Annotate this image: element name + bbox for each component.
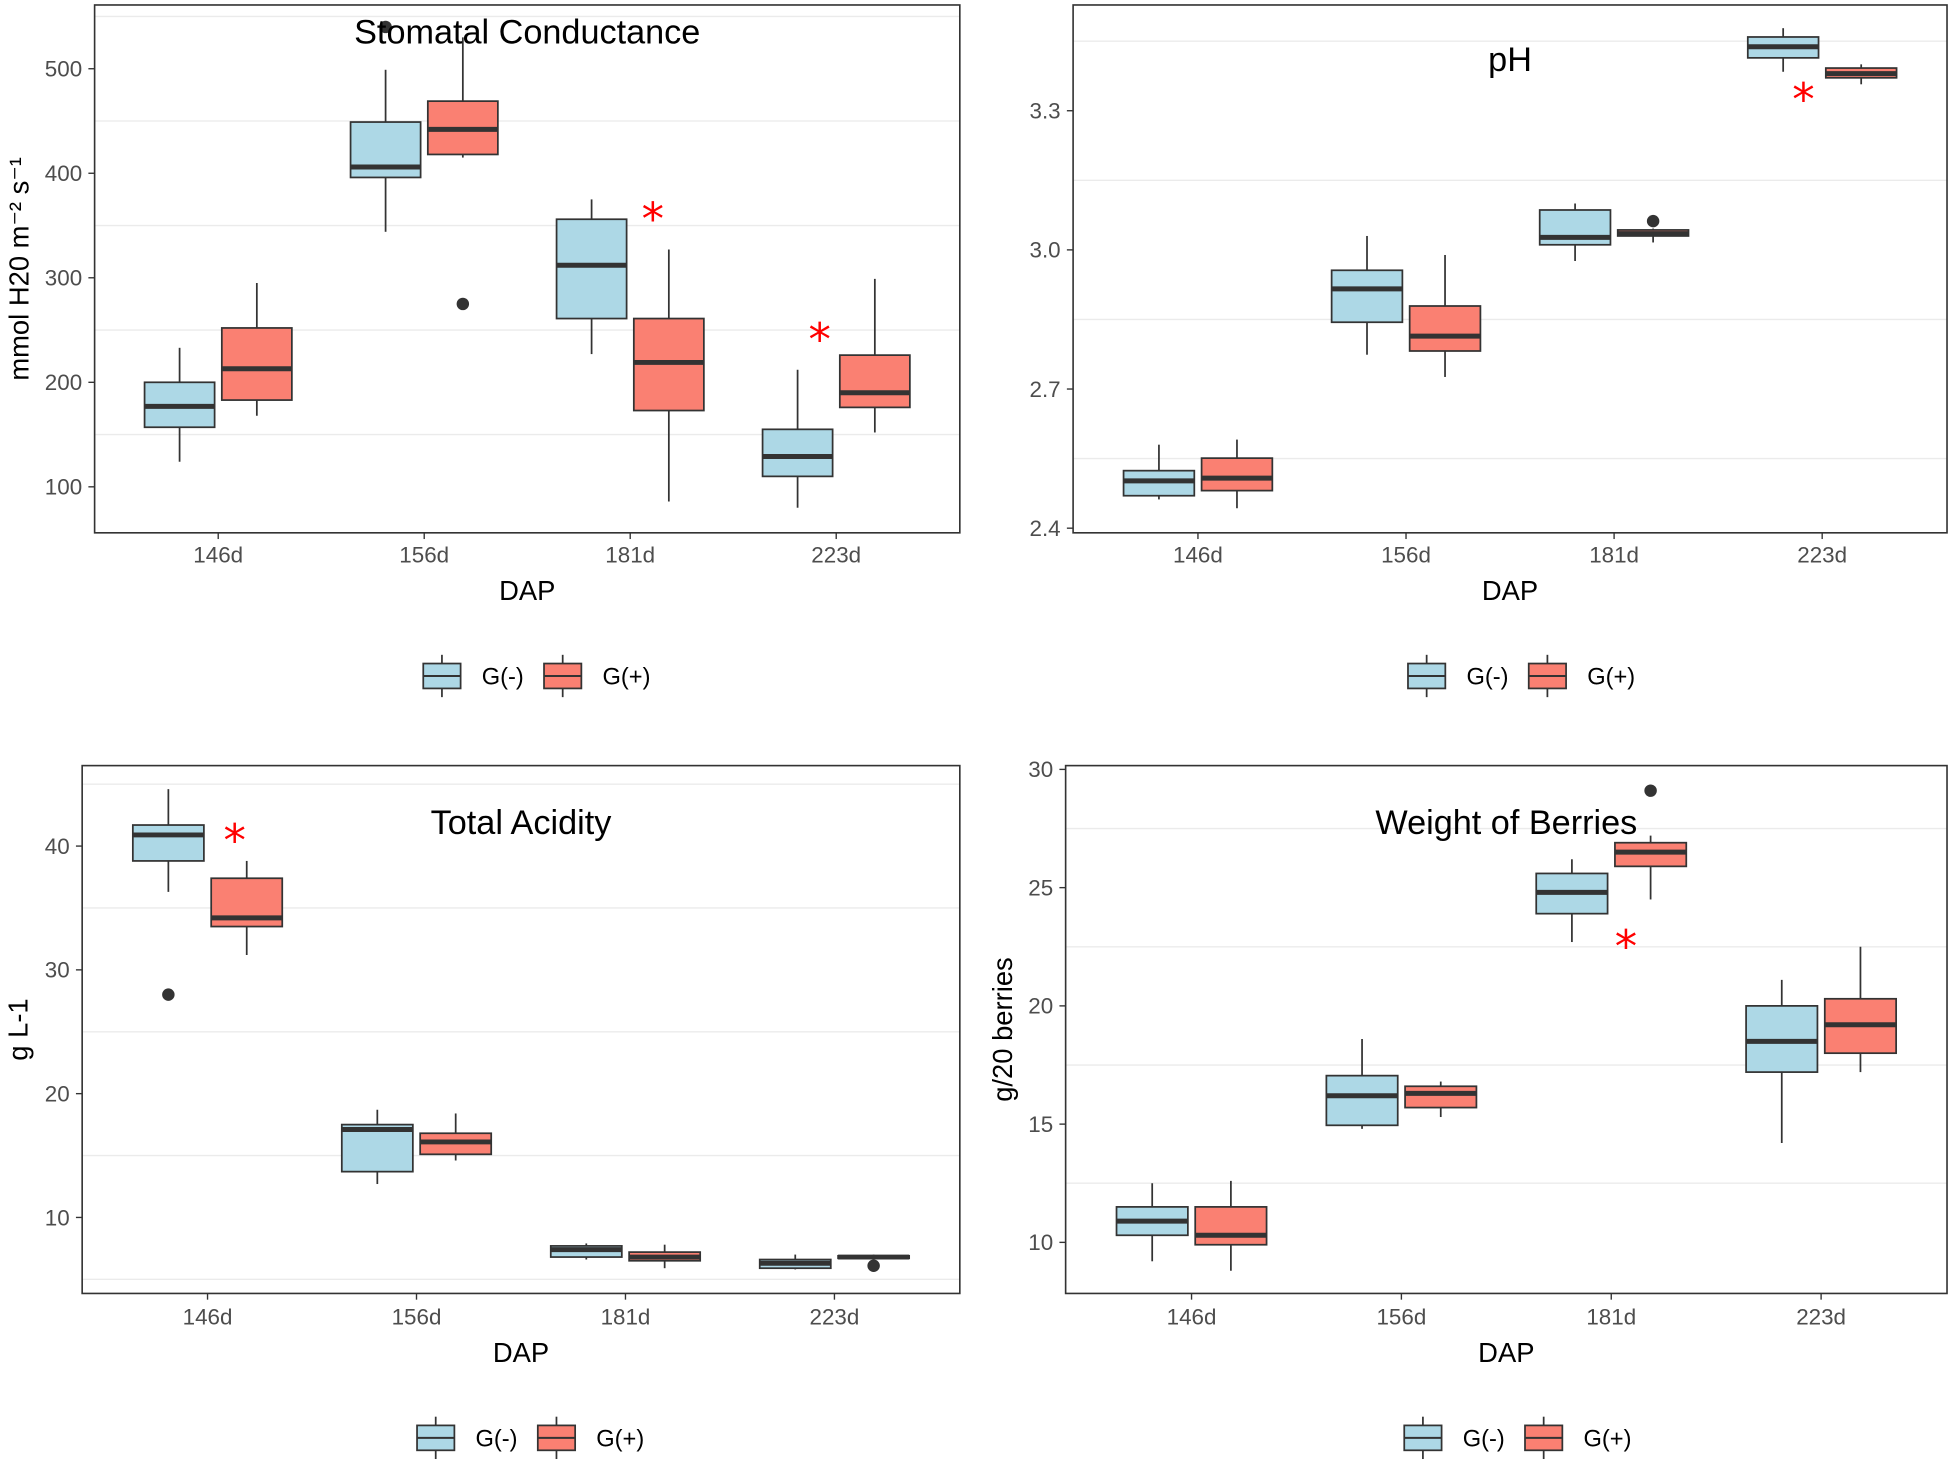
significance-asterisk: * [1792,73,1814,126]
x-tick-label: 146d [193,543,243,568]
x-tick-label: 181d [605,543,655,568]
x-tick-label: 181d [1589,543,1639,568]
x-tick-label: 156d [1376,1305,1426,1330]
chart-title: pH [1488,41,1532,79]
significance-asterisk: * [224,814,246,867]
y-tick-label: 300 [45,266,82,291]
x-tick-label: 146d [183,1305,233,1330]
y-axis-title: mmol H20 m⁻² s⁻¹ [4,157,35,381]
chart-title: Stomatal Conductance [354,14,700,52]
legend-label-g-minus: G(-) [1466,665,1508,691]
box-g-minus-156d [1330,269,1404,324]
legend: G(-) G(+) [1407,654,1635,698]
series-g-minus [131,789,832,1270]
box-g-minus-156d [340,1123,414,1173]
y-axis-title: g/20 berries [987,957,1018,1102]
x-axis-title: DAP [499,575,555,606]
y-tick-label: 10 [1028,1230,1053,1255]
y-tick-label: 20 [45,1081,70,1106]
x-tick-label: 223d [811,543,861,568]
x-tick-label: 156d [399,543,449,568]
series-g-minus [1122,28,1820,500]
legend-label-g-minus: G(-) [482,665,524,691]
plot-panel-border [93,4,961,534]
series-g-minus [1115,859,1819,1262]
legend-label-g-minus: G(-) [476,1427,518,1453]
plot-panel-border [81,764,961,1295]
x-axis-title: DAP [1478,1337,1534,1368]
x-tick-label: 156d [1381,543,1431,568]
x-tick-label: 223d [810,1305,860,1330]
panel-total-acidity: * 10 20 30 40 146d 156d 181d 223d DAP g L-1 Total A… [2,764,961,1460]
y-tick-label: 3.3 [1030,99,1061,124]
box-g-plus-156d [1408,305,1482,352]
box-g-minus-146d [131,824,205,862]
legend-label-g-plus: G(+) [603,665,651,691]
x-tick-label: 146d [1167,1305,1217,1330]
series-g-plus [1194,784,1898,1271]
x-tick-label: 156d [392,1305,442,1330]
x-axis-title: DAP [493,1337,549,1368]
y-axis-title: g L-1 [2,998,33,1060]
panel-weight-of-berries: * 10 15 20 25 30 146d 156d 181d 223d DAP g/20 berri… [987,757,1948,1460]
outlier-point-g-plus-181d [1646,214,1660,228]
y-tick-label: 500 [45,57,82,82]
series-g-minus [143,20,834,508]
y-tick-label: 30 [1028,757,1053,782]
panel-stomatal-conductance: * * 100 200 300 400 500 146d 156d 181d 223d DAP mmol… [4,4,961,698]
outlier-point-g-minus-156d [379,20,392,34]
y-tick-label: 3.0 [1030,238,1061,263]
series-g-plus [220,37,911,502]
x-tick-label: 223d [1797,543,1847,568]
y-tick-label: 2.7 [1030,377,1061,402]
legend-label-g-plus: G(+) [1587,665,1635,691]
y-tick-label: 25 [1028,875,1053,900]
chart-title: Total Acidity [431,804,613,842]
x-tick-label: 146d [1173,543,1223,568]
x-tick-label: 223d [1796,1305,1846,1330]
box-g-plus-146d [1194,1206,1268,1246]
legend: G(-) G(+) [416,1416,644,1460]
significance-asterisk: * [809,313,831,366]
plot-panel-border [1072,4,1948,534]
chart-title: Weight of Berries [1375,804,1637,842]
y-tick-label: 10 [45,1205,70,1230]
outlier-point-g-minus-146d [162,988,175,1001]
series-g-plus [210,860,911,1272]
legend: G(-) G(+) [1403,1416,1632,1460]
y-tick-label: 200 [45,370,82,395]
outlier-point-g-plus-156d [456,297,470,311]
legend: G(-) G(+) [422,654,651,698]
legend-label-g-minus: G(-) [1463,1427,1505,1453]
y-tick-label: 20 [1028,994,1053,1019]
y-tick-label: 100 [45,475,82,500]
y-tick-label: 30 [45,958,70,983]
plot-panel-border [1064,764,1948,1295]
x-axis-title: DAP [1482,575,1538,606]
series-g-plus [1200,64,1898,509]
y-tick-label: 400 [45,161,82,186]
box-g-minus-223d [761,428,834,478]
legend-label-g-plus: G(+) [596,1427,644,1453]
x-tick-label: 181d [1586,1305,1636,1330]
legend-label-g-plus: G(+) [1584,1427,1632,1453]
outlier-point-g-plus-181d [1644,784,1657,797]
box-g-plus-156d [1404,1085,1478,1109]
x-tick-label: 181d [601,1305,651,1330]
outlier-point-g-plus-223d [867,1259,880,1272]
box-g-minus-181d [555,218,628,320]
box-g-minus-156d [1325,1074,1399,1127]
y-tick-label: 15 [1028,1112,1053,1137]
plot-panel-background [82,765,960,1294]
y-tick-label: 40 [45,834,70,859]
box-g-plus-223d [838,354,911,409]
box-g-plus-146d [1200,457,1274,492]
significance-asterisk: * [642,193,664,246]
significance-asterisk: * [1615,920,1637,973]
y-tick-label: 2.4 [1030,516,1061,541]
plot-panel-background [1073,4,1948,533]
box-g-plus-146d [220,327,293,401]
